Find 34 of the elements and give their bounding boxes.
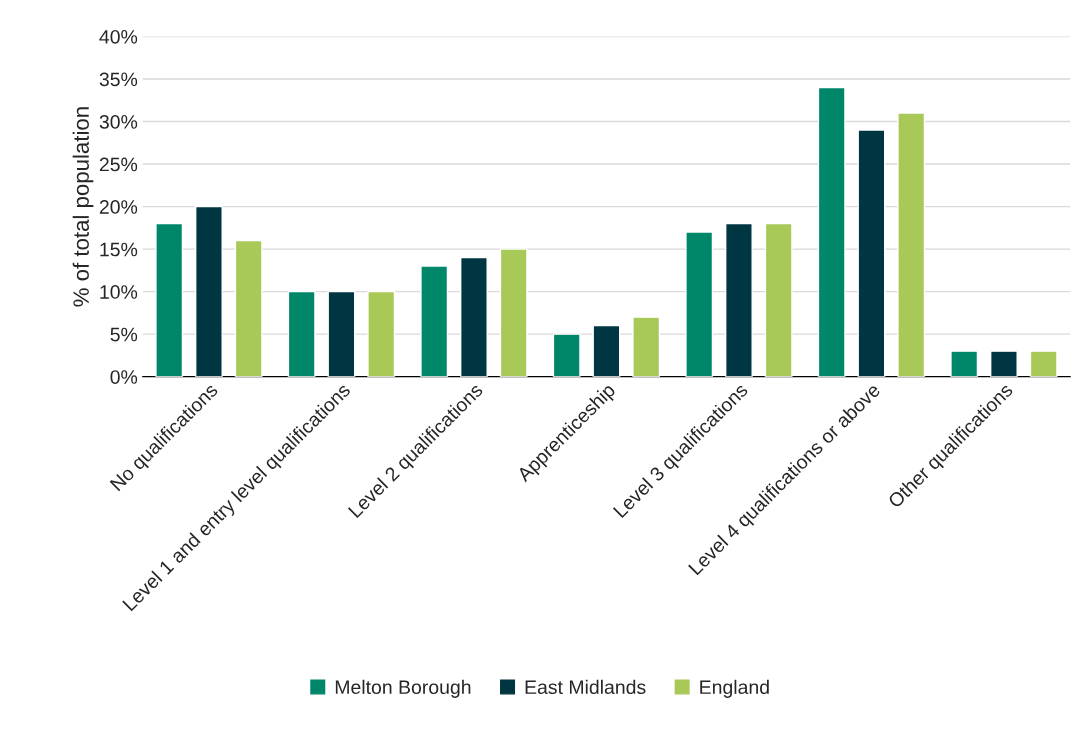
bar <box>194 205 223 377</box>
y-tick-label: 20% <box>99 200 138 214</box>
y-axis-title: % of total population <box>72 107 94 307</box>
bar <box>234 239 263 377</box>
y-tick-label: 5% <box>110 327 138 342</box>
bar <box>632 316 661 377</box>
bar <box>1029 350 1058 377</box>
bar <box>287 290 316 377</box>
y-tick-label: 35% <box>99 72 138 87</box>
y-tick-label: 25% <box>99 157 138 172</box>
bar <box>420 265 449 377</box>
y-tick-label: 40% <box>99 29 138 44</box>
legend-label: Melton Borough <box>335 679 471 698</box>
y-tick-label: 10% <box>100 285 138 299</box>
bar <box>367 290 396 377</box>
y-tick-label: 30% <box>99 115 138 129</box>
bar <box>764 222 793 377</box>
legend-label: East Midlands <box>525 679 646 695</box>
bar <box>592 324 621 377</box>
bar <box>459 256 488 377</box>
y-tick-label: 15% <box>100 242 138 257</box>
bar <box>499 248 528 377</box>
bar <box>950 350 979 377</box>
bar <box>155 222 184 377</box>
bar <box>817 86 846 377</box>
bar <box>552 333 581 377</box>
bar <box>327 290 356 377</box>
bar <box>897 112 926 377</box>
y-tick-label: 0% <box>110 370 138 384</box>
bar <box>724 222 753 377</box>
bar <box>857 129 886 377</box>
bar <box>685 231 714 377</box>
bar <box>989 350 1018 377</box>
legend-label: England <box>700 679 769 698</box>
